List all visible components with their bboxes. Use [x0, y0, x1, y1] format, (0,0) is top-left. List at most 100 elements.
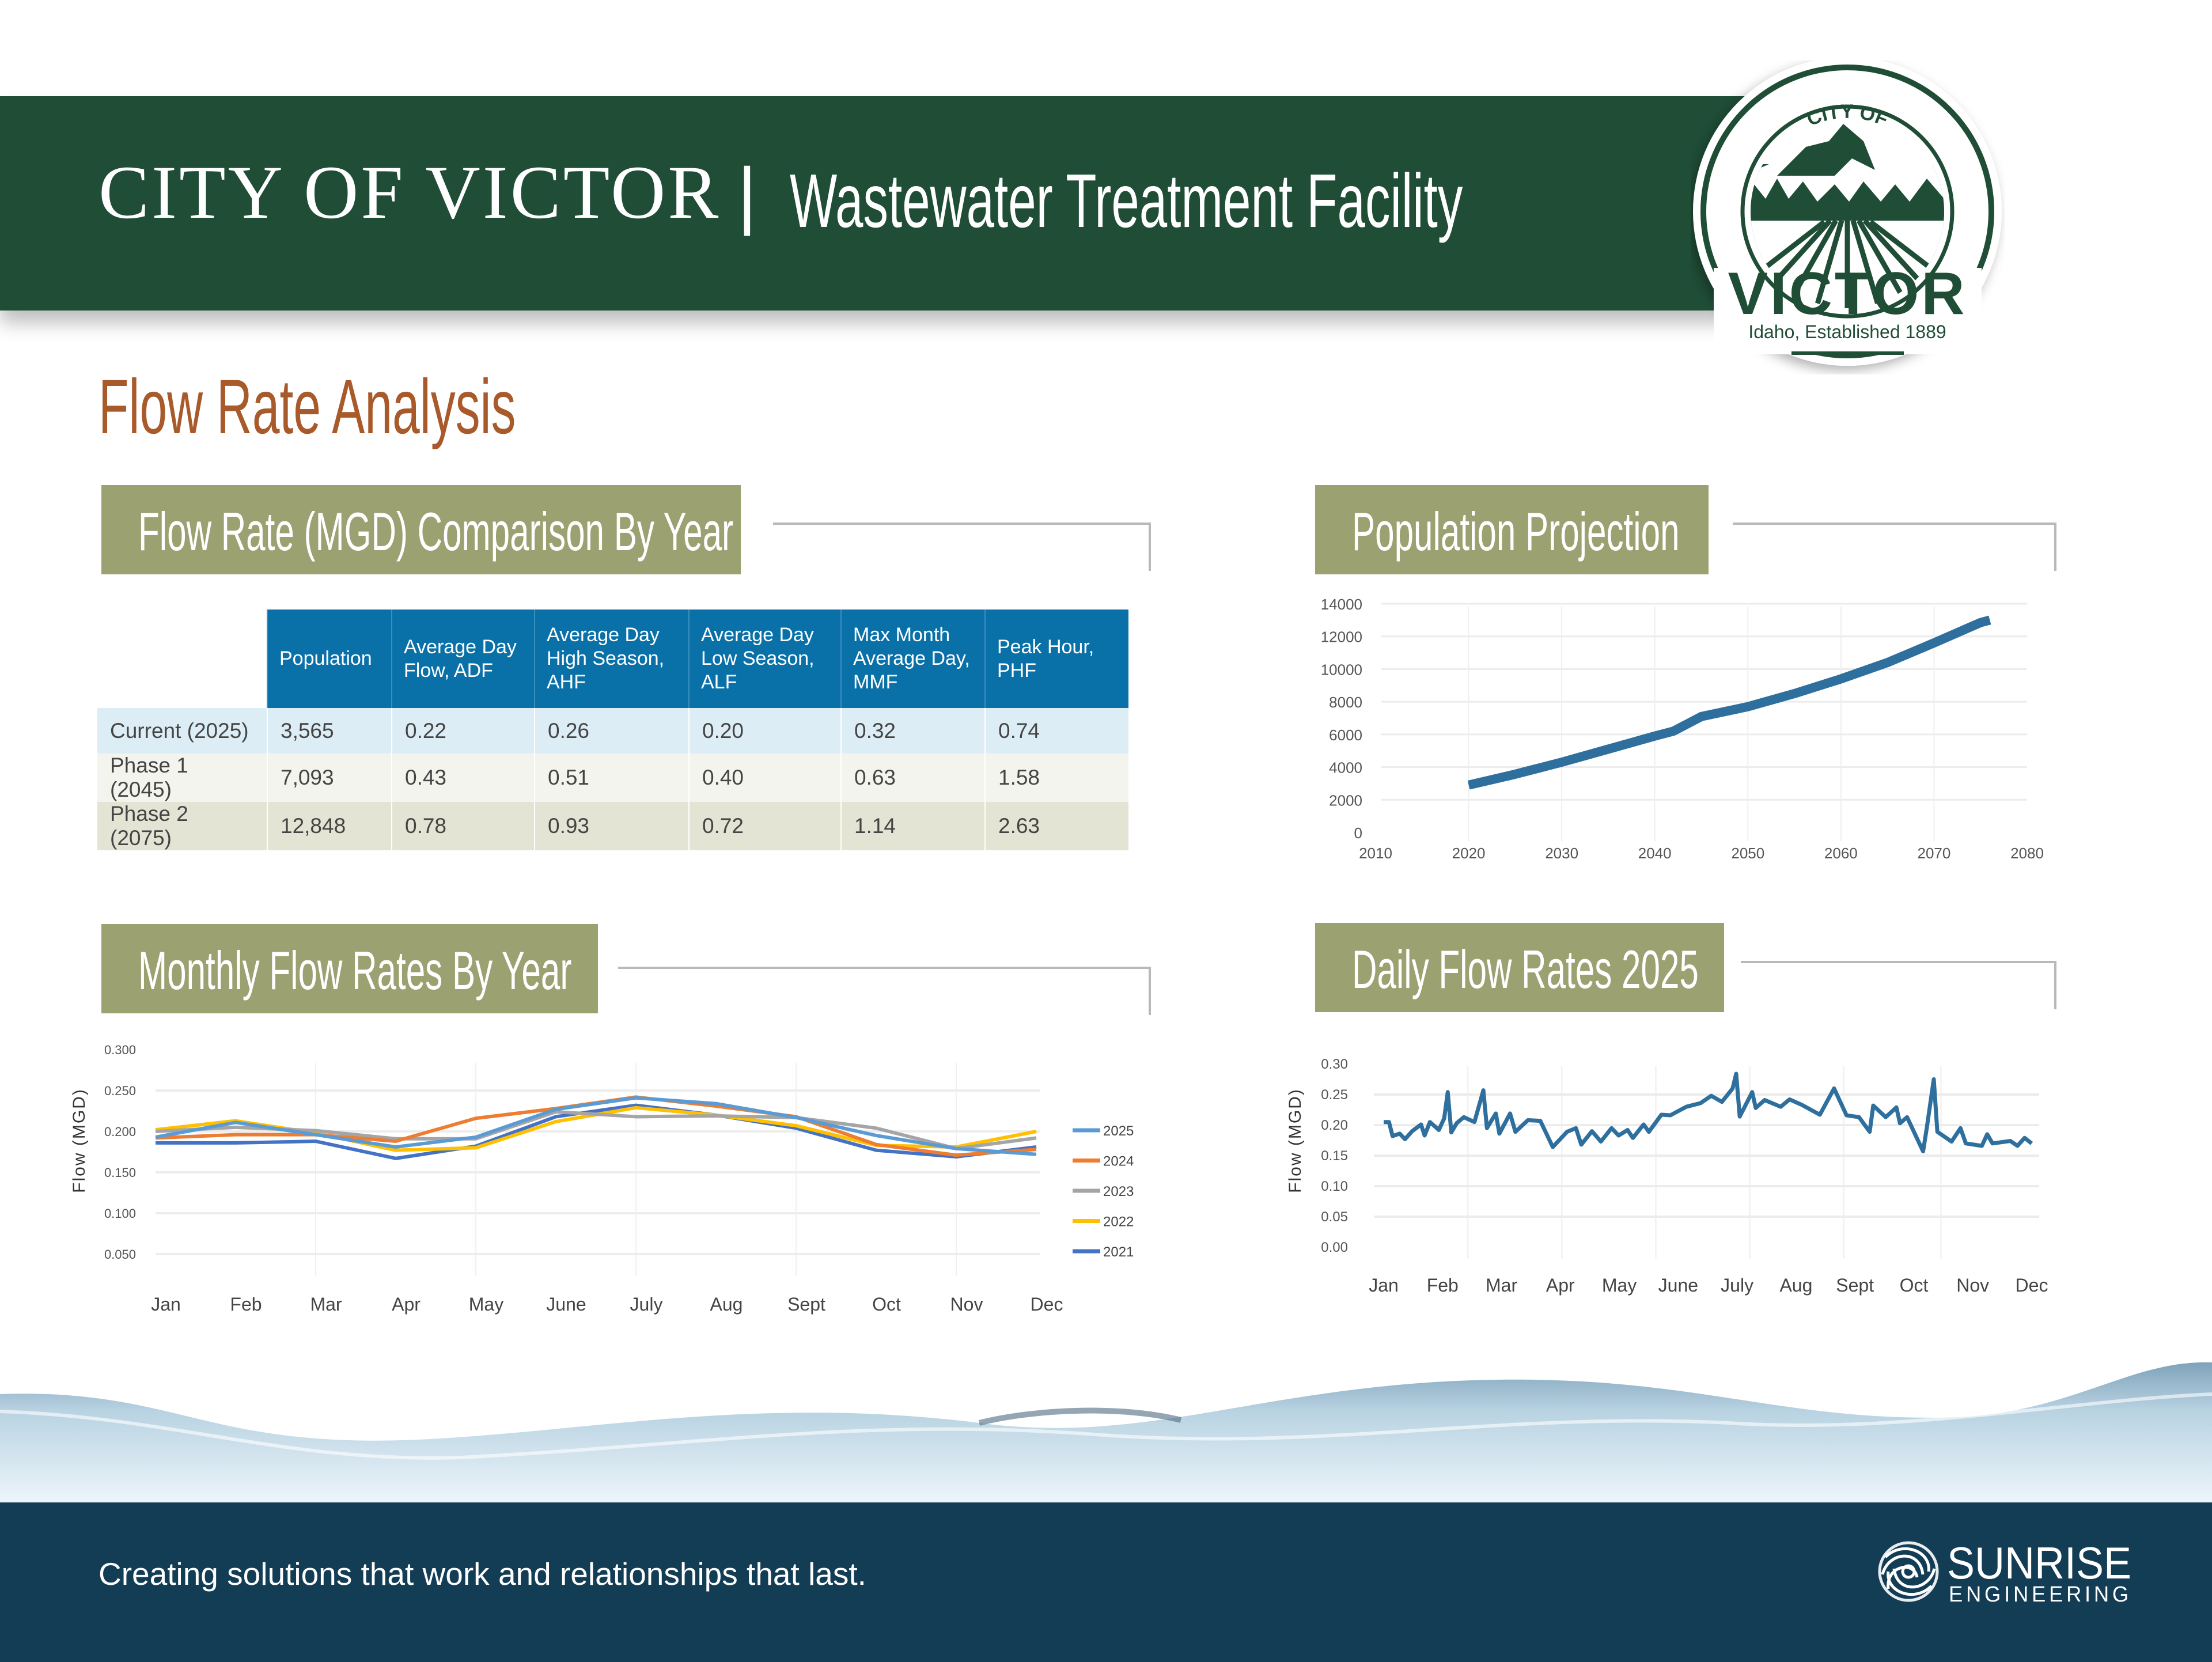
sunrise-engineering-logo: SUNRISE ENGINEERING	[1878, 1538, 2132, 1607]
x-tick-label: 2080	[2010, 845, 2044, 862]
row-label: Phase 1 (2045)	[96, 754, 267, 802]
x-tick-label: May	[469, 1294, 503, 1315]
y-tick-label: 0.00	[1321, 1240, 1348, 1255]
section-header-monthly: Monthly Flow Rates By Year	[101, 924, 598, 1013]
legend-label: 2021	[1103, 1244, 1134, 1260]
y-tick-label: 0.300	[104, 1043, 136, 1057]
section-header-population: Population Projection	[1315, 485, 1709, 574]
header-org-name: CITY OF VICTOR	[99, 150, 721, 234]
table-cell: 0.93	[534, 802, 689, 850]
table-cell: 7,093	[267, 754, 392, 802]
y-tick-label: 0.250	[104, 1084, 136, 1098]
section-header-daily: Daily Flow Rates 2025	[1315, 923, 1724, 1012]
x-tick-label: 2050	[1731, 845, 1764, 862]
y-tick-label: 0.200	[104, 1125, 136, 1139]
x-tick-label: Oct	[872, 1294, 901, 1315]
table-cell: 0.26	[534, 708, 689, 754]
x-tick-label: June	[1658, 1275, 1698, 1296]
x-tick-label: Sept	[787, 1294, 825, 1315]
x-tick-label: Mar	[1486, 1275, 1517, 1296]
y-tick-label: 6000	[1329, 726, 1362, 744]
table-cell: 0.32	[840, 708, 985, 754]
table-cell: 1.14	[840, 802, 985, 850]
column-header: Population	[267, 609, 392, 708]
section-header-flow-table: Flow Rate (MGD) Comparison By Year	[101, 485, 741, 574]
x-tick-label: Feb	[230, 1294, 262, 1315]
table-cell: 0.40	[688, 754, 841, 802]
row-label: Current (2025)	[96, 708, 267, 754]
y-axis-title: Flow (MGD)	[1286, 1088, 1305, 1193]
y-tick-label: 0.100	[104, 1206, 136, 1221]
divider-line	[1741, 961, 2056, 1009]
x-tick-label: May	[1602, 1275, 1637, 1296]
x-tick-label: June	[546, 1294, 586, 1315]
table-cell: 0.20	[688, 708, 841, 754]
column-header: Average Day Low Season, ALF	[688, 609, 841, 708]
y-tick-label: 10000	[1321, 661, 1362, 678]
divider-line	[618, 967, 1151, 1015]
x-tick-label: Aug	[1779, 1275, 1812, 1296]
header-band	[0, 96, 1763, 311]
y-tick-label: 0.25	[1321, 1087, 1348, 1103]
section-title: Flow Rate (MGD) Comparison By Year	[138, 501, 734, 562]
table-cell: 0.78	[391, 802, 535, 850]
divider-line	[773, 523, 1151, 571]
table-cell: 0.22	[391, 708, 535, 754]
y-tick-label: 0.10	[1321, 1179, 1348, 1194]
y-tick-label: 4000	[1329, 759, 1362, 777]
x-tick-label: July	[1721, 1275, 1753, 1296]
daily-flow-line	[1384, 1072, 2033, 1154]
x-tick-label: Apr	[392, 1294, 421, 1315]
x-tick-label: Nov	[1956, 1275, 1989, 1296]
x-tick-label: 2020	[1452, 845, 1486, 862]
header-subtitle: Wastewater Treatment Facility	[790, 158, 1463, 243]
column-header: Peak Hour, PHF	[984, 609, 1128, 708]
legend-label: 2025	[1103, 1123, 1134, 1139]
column-header: Average Day Flow, ADF	[391, 609, 535, 708]
section-title: Monthly Flow Rates By Year	[138, 940, 572, 1001]
y-tick-label: 0.15	[1321, 1148, 1348, 1164]
table-cell: 0.74	[984, 708, 1128, 754]
x-tick-label: 2010	[1359, 845, 1392, 862]
table-row: Current (2025) 3,565 0.22 0.26 0.20 0.32 0.74	[96, 708, 1128, 754]
company-name: SUNRISE	[1947, 1538, 2131, 1588]
x-tick-label: Nov	[950, 1294, 983, 1315]
x-tick-label: Oct	[1900, 1275, 1929, 1296]
table-cell: 0.51	[534, 754, 689, 802]
logo-name: VICTOR	[1728, 260, 1967, 327]
x-tick-label: Aug	[710, 1294, 743, 1315]
table-header-row: Population Average Day Flow, ADF Average…	[97, 609, 1128, 708]
company-sub: ENGINEERING	[1949, 1583, 2132, 1607]
x-tick-label: Apr	[1546, 1275, 1575, 1296]
row-label: Phase 2 (2075)	[96, 802, 267, 850]
page-title: Flow Rate Analysis	[99, 364, 516, 450]
table-cell: 2.63	[984, 802, 1128, 850]
series-line-2025	[155, 1096, 1037, 1156]
x-tick-label: Feb	[1427, 1275, 1459, 1296]
y-tick-label: 0.050	[104, 1247, 136, 1262]
y-tick-label: 14000	[1321, 596, 1362, 613]
x-tick-label: Mar	[310, 1294, 342, 1315]
flow-rate-table: Population Average Day Flow, ADF Average…	[96, 609, 1128, 850]
y-tick-label: 12000	[1321, 629, 1362, 646]
y-tick-label: 2000	[1329, 792, 1362, 809]
table-cell: 12,848	[267, 802, 392, 850]
section-title: Population Projection	[1352, 501, 1680, 562]
logo-tagline: Idaho, Established 1889	[1748, 321, 1946, 342]
y-tick-label: 0.20	[1321, 1118, 1348, 1133]
table-cell: 0.63	[840, 754, 985, 802]
y-tick-label: 0.05	[1321, 1209, 1348, 1225]
x-tick-label: Dec	[2016, 1275, 2048, 1296]
table-cell: 0.72	[688, 802, 841, 850]
water-wave-graphic	[0, 1362, 2212, 1504]
legend-label: 2024	[1103, 1154, 1134, 1169]
series-line-2021	[156, 1103, 1037, 1160]
x-tick-label: Dec	[1031, 1294, 1063, 1315]
divider-line	[1733, 523, 2056, 571]
city-of-victor-logo: CITY OF VICTOR Idaho, Established 1889	[1693, 60, 2002, 366]
y-tick-label: 8000	[1329, 694, 1362, 711]
y-tick-label: 0.30	[1321, 1057, 1348, 1072]
table-row: Phase 1 (2045) 7,093 0.43 0.51 0.40 0.63 1.58	[96, 754, 1128, 802]
footer	[0, 1502, 2212, 1662]
legend-label: 2023	[1103, 1184, 1134, 1199]
